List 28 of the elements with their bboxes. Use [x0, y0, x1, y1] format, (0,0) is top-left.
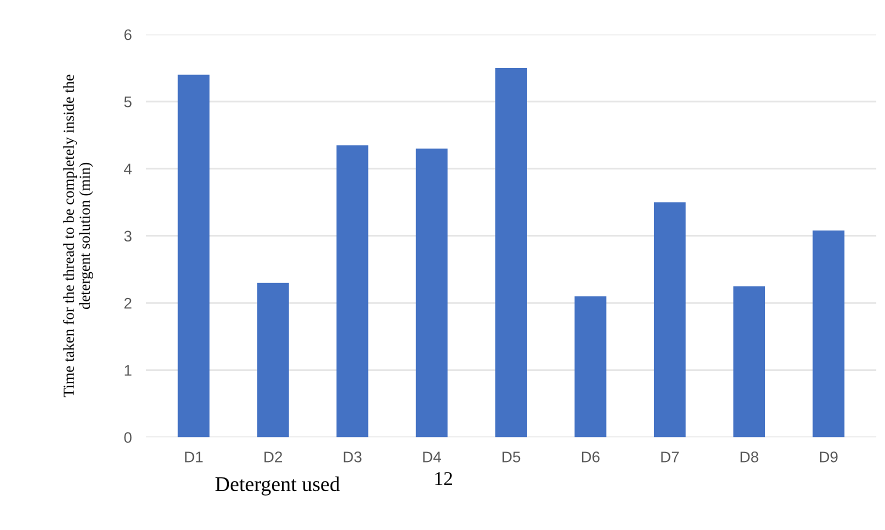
x-tick-label: D8 [740, 452, 758, 462]
x-tick-label: D4 [423, 452, 442, 462]
x-tick-label: D5 [502, 452, 520, 462]
x-tick-label: D6 [582, 452, 600, 462]
x-axis-title: Detergent used [215, 476, 340, 496]
y-axis-title: Time taken for the thread to be completely inside the detergent solution (min) [63, 74, 94, 398]
y-tick-label: 6 [124, 29, 132, 40]
y-tick-label: 3 [124, 230, 132, 242]
x-tick-label: D1 [185, 452, 203, 462]
bar [812, 230, 844, 438]
y-tick-label: 0 [124, 432, 132, 443]
x-tick-label: D7 [661, 452, 679, 462]
y-tick-label: 2 [124, 298, 132, 309]
y-tick-label: 4 [124, 164, 132, 174]
text: 12 [435, 472, 452, 485]
bar [574, 296, 606, 438]
bar [495, 68, 527, 438]
bar [336, 145, 368, 438]
x-tick-label: D3 [344, 452, 362, 462]
bar [416, 148, 448, 438]
x-tick-label: D2 [264, 452, 282, 462]
bar [733, 286, 766, 438]
bar [654, 202, 686, 438]
bar [178, 74, 210, 438]
y-tick-label: 1 [124, 365, 132, 376]
y-tick-label: 5 [124, 96, 132, 108]
x-tick-label: D9 [820, 452, 838, 462]
bar [257, 282, 289, 438]
